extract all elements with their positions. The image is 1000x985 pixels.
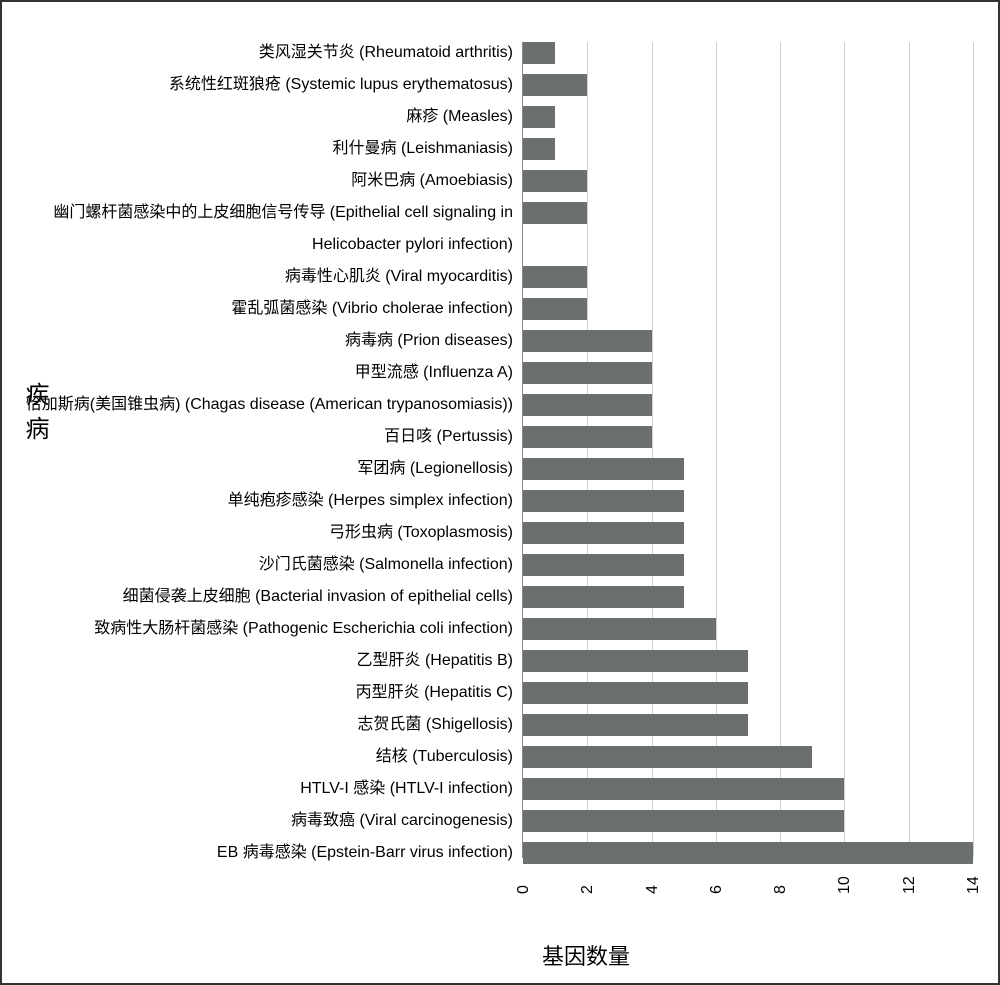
bar: [523, 746, 812, 768]
bar-label: 细菌侵袭上皮细胞 (Bacterial invasion of epitheli…: [123, 586, 513, 608]
bar-label: 霍乱弧菌感染 (Vibrio cholerae infection): [231, 298, 513, 320]
bar: [523, 586, 684, 608]
x-tick-label: 4: [644, 885, 662, 894]
bar-label: 致病性大肠杆菌感染 (Pathogenic Escherichia coli i…: [94, 618, 513, 640]
bar: [523, 74, 587, 96]
bar-label: 系统性红斑狼疮 (Systemic lupus erythematosus): [169, 74, 513, 96]
bar-label: 百日咳 (Pertussis): [384, 426, 513, 448]
bar-label: 结核 (Tuberculosis): [376, 746, 513, 768]
y-axis-title: 疾病: [17, 382, 52, 450]
bar: [523, 554, 684, 576]
bar-label: 利什曼病 (Leishmaniasis): [333, 138, 514, 160]
bar: [523, 266, 587, 288]
chart-container: 02468101214 类风湿关节炎 (Rheumatoid arthritis…: [82, 42, 968, 913]
bar: [523, 842, 973, 864]
bar-label-subline: Helicobacter pylori infection): [312, 234, 513, 256]
bar: [523, 426, 652, 448]
bar-label: 沙门氏菌感染 (Salmonella infection): [259, 554, 513, 576]
bar-label: 乙型肝炎 (Hepatitis B): [357, 650, 513, 672]
bar-label: 志贺氏菌 (Shigellosis): [357, 714, 513, 736]
bar: [523, 810, 844, 832]
bar-label: 病毒性心肌炎 (Viral myocarditis): [285, 266, 513, 288]
bar-label: 恰加斯病(美国锥虫病) (Chagas disease (American tr…: [26, 394, 513, 416]
bar: [523, 458, 684, 480]
bar: [523, 298, 587, 320]
gridline: [844, 42, 845, 857]
bar-label: 病毒病 (Prion diseases): [345, 330, 513, 352]
bar-label: 麻疹 (Measles): [406, 106, 513, 128]
bar: [523, 394, 652, 416]
bar: [523, 650, 748, 672]
bar: [523, 330, 652, 352]
gridline: [909, 42, 910, 857]
bar-label: 幽门螺杆菌感染中的上皮细胞信号传导 (Epithelial cell signa…: [53, 202, 513, 224]
bar: [523, 362, 652, 384]
plot-area: 02468101214: [522, 42, 968, 858]
bar: [523, 202, 587, 224]
x-tick-label: 2: [579, 885, 597, 894]
bar-label: 丙型肝炎 (Hepatitis C): [356, 682, 513, 704]
bar-label: 甲型流感 (Influenza A): [355, 362, 513, 384]
bar: [523, 618, 716, 640]
bar-label: HTLV-I 感染 (HTLV-I infection): [300, 778, 513, 800]
bar: [523, 138, 555, 160]
bar-label: 类风湿关节炎 (Rheumatoid arthritis): [259, 42, 513, 64]
bar: [523, 42, 555, 64]
x-tick-label: 14: [965, 876, 983, 894]
gridline: [973, 42, 974, 857]
x-axis-title: 基因数量: [542, 939, 630, 971]
bar-label: 军团病 (Legionellosis): [357, 458, 513, 480]
x-tick-label: 6: [708, 885, 726, 894]
x-tick-label: 12: [901, 876, 919, 894]
bar-label: 弓形虫病 (Toxoplasmosis): [329, 522, 513, 544]
x-tick-label: 8: [772, 885, 790, 894]
bar: [523, 778, 844, 800]
bar-label: 单纯疱疹感染 (Herpes simplex infection): [228, 490, 513, 512]
bar-label: 病毒致癌 (Viral carcinogenesis): [291, 810, 513, 832]
gridline: [780, 42, 781, 857]
x-tick-label: 10: [836, 876, 854, 894]
bar-label: EB 病毒感染 (Epstein-Barr virus infection): [217, 842, 513, 864]
bar: [523, 522, 684, 544]
x-tick-label: 0: [515, 885, 533, 894]
bar: [523, 106, 555, 128]
bar: [523, 714, 748, 736]
bar: [523, 170, 587, 192]
bar: [523, 682, 748, 704]
bar: [523, 490, 684, 512]
bar-label: 阿米巴病 (Amoebiasis): [351, 170, 513, 192]
